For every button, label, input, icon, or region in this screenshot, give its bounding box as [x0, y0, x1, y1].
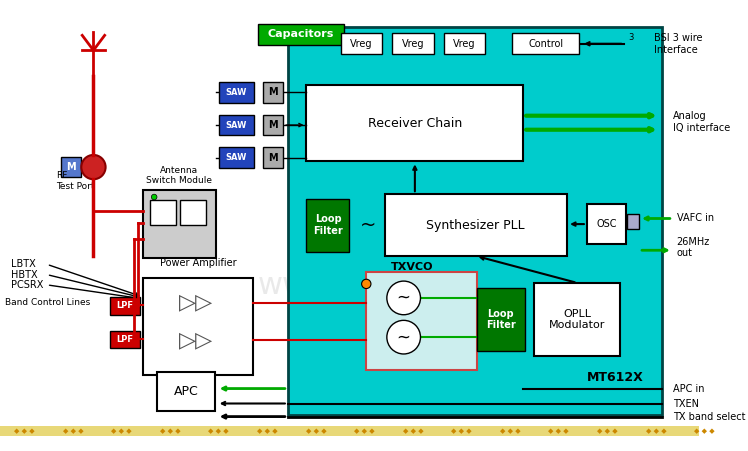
- Text: TXVCO: TXVCO: [390, 262, 433, 272]
- Text: ▷▷: ▷▷: [179, 293, 213, 313]
- Text: TX band select: TX band select: [672, 412, 745, 422]
- Text: APC in: APC in: [672, 383, 705, 394]
- Text: ◆ ◆ ◆: ◆ ◆ ◆: [160, 428, 180, 434]
- Text: ◆ ◆ ◆: ◆ ◆ ◆: [451, 428, 472, 434]
- FancyBboxPatch shape: [367, 272, 476, 370]
- Text: Capacitors: Capacitors: [268, 29, 334, 39]
- Text: ◆ ◆ ◆: ◆ ◆ ◆: [694, 428, 715, 434]
- Text: Control: Control: [528, 39, 563, 49]
- Circle shape: [151, 194, 157, 200]
- Text: Loop
Filter: Loop Filter: [486, 308, 515, 330]
- FancyBboxPatch shape: [218, 147, 254, 168]
- Text: www.rocin.com: www.rocin.com: [258, 271, 489, 300]
- Circle shape: [387, 281, 420, 315]
- Text: LPF: LPF: [117, 301, 134, 310]
- Text: ◆ ◆ ◆: ◆ ◆ ◆: [402, 428, 423, 434]
- Text: ~: ~: [396, 289, 411, 307]
- Text: M: M: [268, 87, 278, 97]
- Text: SAW: SAW: [226, 88, 247, 97]
- Text: MT612X: MT612X: [586, 371, 643, 384]
- Text: Antenna
Switch Module: Antenna Switch Module: [147, 166, 212, 185]
- FancyBboxPatch shape: [263, 82, 283, 103]
- Text: Band Control Lines: Band Control Lines: [4, 298, 90, 307]
- FancyBboxPatch shape: [476, 288, 525, 351]
- FancyBboxPatch shape: [218, 115, 254, 135]
- Text: RF
Test Port: RF Test Port: [56, 171, 94, 191]
- FancyBboxPatch shape: [61, 157, 82, 177]
- Text: OSC: OSC: [596, 219, 616, 229]
- FancyBboxPatch shape: [341, 33, 382, 54]
- Text: LBTX: LBTX: [11, 259, 36, 269]
- FancyBboxPatch shape: [143, 278, 254, 374]
- FancyBboxPatch shape: [180, 200, 206, 225]
- FancyBboxPatch shape: [218, 82, 254, 103]
- Text: 26MHz
out: 26MHz out: [676, 237, 710, 258]
- Text: HBTX: HBTX: [11, 270, 38, 280]
- Text: Vreg: Vreg: [402, 39, 424, 49]
- Text: Loop
Filter: Loop Filter: [313, 214, 343, 236]
- FancyBboxPatch shape: [263, 115, 283, 135]
- Text: APC: APC: [174, 385, 198, 398]
- Text: ~: ~: [396, 328, 411, 346]
- Text: Receiver Chain: Receiver Chain: [368, 117, 462, 130]
- Text: 3: 3: [628, 33, 634, 42]
- Text: BSI 3 wire
Interface: BSI 3 wire Interface: [654, 33, 702, 55]
- FancyBboxPatch shape: [385, 194, 567, 256]
- Text: LPF: LPF: [117, 335, 134, 344]
- Text: ◆ ◆ ◆: ◆ ◆ ◆: [63, 428, 83, 434]
- FancyBboxPatch shape: [110, 297, 140, 315]
- Text: VAFC in: VAFC in: [676, 213, 714, 224]
- FancyBboxPatch shape: [393, 33, 434, 54]
- Text: M: M: [268, 120, 278, 130]
- Text: Analog
IQ interface: Analog IQ interface: [672, 111, 730, 133]
- Text: SAW: SAW: [226, 120, 247, 129]
- FancyBboxPatch shape: [307, 199, 349, 252]
- Text: ◆ ◆ ◆: ◆ ◆ ◆: [257, 428, 278, 434]
- FancyBboxPatch shape: [110, 331, 140, 348]
- FancyBboxPatch shape: [535, 283, 620, 356]
- Text: ◆ ◆ ◆: ◆ ◆ ◆: [111, 428, 132, 434]
- FancyBboxPatch shape: [444, 33, 485, 54]
- FancyBboxPatch shape: [150, 200, 176, 225]
- Text: Vreg: Vreg: [453, 39, 476, 49]
- Text: ◆ ◆ ◆: ◆ ◆ ◆: [597, 428, 618, 434]
- Text: ◆ ◆ ◆: ◆ ◆ ◆: [14, 428, 34, 434]
- Text: ◆ ◆ ◆: ◆ ◆ ◆: [305, 428, 326, 434]
- Text: Vreg: Vreg: [350, 39, 373, 49]
- Text: ◆ ◆ ◆: ◆ ◆ ◆: [209, 428, 229, 434]
- FancyBboxPatch shape: [512, 33, 580, 54]
- Text: ◆ ◆ ◆: ◆ ◆ ◆: [646, 428, 666, 434]
- FancyBboxPatch shape: [288, 27, 661, 415]
- FancyBboxPatch shape: [307, 85, 524, 161]
- Circle shape: [387, 320, 420, 354]
- Text: SAW: SAW: [226, 153, 247, 162]
- Circle shape: [82, 155, 105, 179]
- Text: OPLL
Modulator: OPLL Modulator: [549, 308, 606, 330]
- Text: ◆ ◆ ◆: ◆ ◆ ◆: [354, 428, 375, 434]
- FancyBboxPatch shape: [143, 190, 216, 258]
- FancyBboxPatch shape: [258, 24, 344, 45]
- Text: TXEN: TXEN: [672, 399, 699, 409]
- Text: ◆ ◆ ◆: ◆ ◆ ◆: [500, 428, 521, 434]
- Text: ◆ ◆ ◆: ◆ ◆ ◆: [548, 428, 569, 434]
- FancyBboxPatch shape: [586, 204, 626, 244]
- FancyBboxPatch shape: [263, 147, 283, 168]
- Text: ~: ~: [360, 216, 376, 235]
- Text: M: M: [67, 162, 76, 172]
- FancyBboxPatch shape: [157, 372, 215, 411]
- FancyBboxPatch shape: [627, 214, 639, 229]
- FancyBboxPatch shape: [0, 426, 699, 436]
- Text: PCSRX: PCSRX: [11, 280, 43, 290]
- Text: M: M: [268, 153, 278, 163]
- Text: Power Amplifier: Power Amplifier: [160, 258, 236, 268]
- Text: Synthesizer PLL: Synthesizer PLL: [426, 219, 525, 231]
- Text: ▷▷: ▷▷: [179, 330, 213, 350]
- Circle shape: [361, 279, 371, 289]
